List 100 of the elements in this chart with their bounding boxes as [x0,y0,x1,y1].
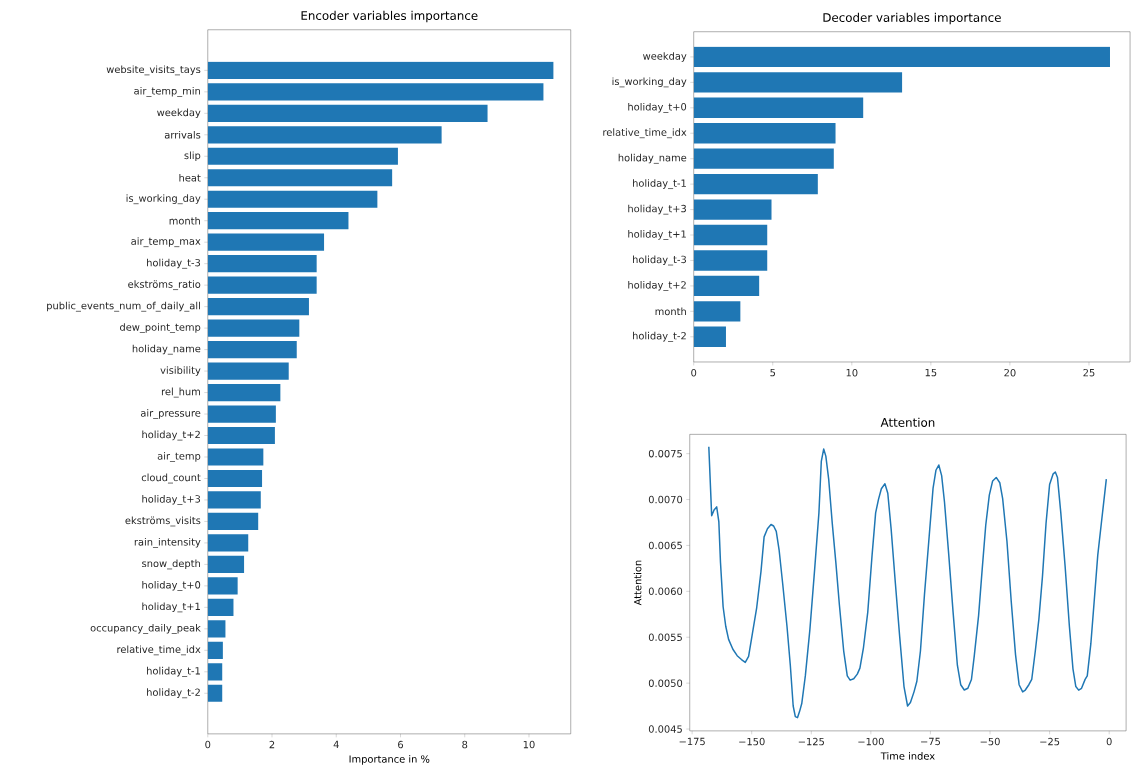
x-tick-label: 2 [269,741,275,749]
x-axis-title: Importance in % [349,755,430,765]
x-tick-label: −150 [739,738,765,746]
x-tick-label: 0 [1106,738,1112,746]
x-tick-label: 20 [1004,369,1016,377]
y-tick-label: air_pressure [140,409,201,420]
bar [207,61,554,80]
y-tick-label: holiday_t+3 [142,495,201,506]
y-tick-label: arrivals [164,131,201,139]
y-tick-label: air_temp_max [131,237,201,248]
bar [207,405,276,423]
y-tick-label: 0.0065 [648,541,682,550]
y-tick-label: is_working_day [612,77,687,88]
y-tick-label: weekday [643,52,687,62]
bar [207,298,309,316]
bar [207,448,264,466]
bar [693,326,726,348]
bar [207,534,249,552]
bar [207,169,393,187]
bar [693,123,836,144]
y-tick-label: holiday_t+2 [628,281,686,292]
bar [207,147,398,166]
x-tick-label: 4 [333,741,339,749]
y-tick-label: month [169,217,200,225]
x-tick-label: −75 [921,738,941,746]
y-tick-label: 0.0070 [648,496,683,504]
x-tick-label: 25 [1083,369,1095,377]
chart-title: Attention [880,417,935,428]
x-tick-label: 0 [205,741,211,749]
bar [207,83,544,101]
x-tick-label: 15 [925,369,937,377]
bar [207,126,442,144]
x-tick-label: −100 [858,738,884,746]
bar [207,663,223,681]
bar [207,598,234,617]
bar [693,199,772,220]
bar [207,427,275,445]
bar [693,225,768,246]
bar [207,319,300,337]
bar [207,362,289,380]
bar [207,276,317,294]
bar [693,46,1110,68]
x-tick-label: 0 [691,369,697,377]
bar [693,148,834,170]
y-tick-label: holiday_t+0 [628,103,687,113]
y-tick-label: is_working_day [126,194,201,205]
y-tick-label: holiday_name [618,153,687,164]
bar [693,97,864,119]
y-tick-label: holiday_t-2 [147,688,200,699]
y-tick-label: cloud_count [141,473,201,484]
y-tick-label: rain_intensity [134,538,201,549]
y-tick-label: snow_depth [142,559,200,570]
y-tick-label: holiday_name [132,344,201,355]
y-tick-label: visibility [160,366,201,377]
y-tick-label: 0.0055 [648,633,682,642]
bar [207,341,297,359]
x-axis-title: Time index [880,752,935,760]
y-tick-label: air_temp_min [134,87,200,97]
y-tick-label: holiday_t-1 [147,667,200,677]
bar [693,72,903,93]
bar [207,190,378,209]
chart-title: Encoder variables importance [301,11,478,23]
x-tick-label: −175 [679,738,705,746]
y-tick-label: relative_time_idx [603,128,687,139]
y-tick-label: holiday_t-3 [147,258,201,269]
y-tick-label: 0.0045 [648,725,682,734]
y-tick-label: holiday_t-3 [633,255,686,266]
bar [207,684,223,703]
x-tick-label: 10 [846,369,858,377]
y-tick-label: public_events_num_of_daily_all [47,301,200,312]
bar [207,470,263,488]
y-tick-label: slip [184,151,201,162]
chart-title: Decoder variables importance [823,13,1001,25]
bar [693,301,741,322]
x-tick-label: −25 [1040,738,1060,746]
y-tick-label: 0.0075 [648,450,682,458]
bar [207,233,325,251]
y-tick-label: holiday_t+3 [628,204,686,215]
bar [207,255,317,273]
y-tick-label: 0.0060 [648,587,683,596]
y-tick-label: holiday_t+2 [142,430,200,441]
y-tick-label: holiday_t-2 [633,332,686,342]
x-tick-label: 6 [398,741,404,749]
y-tick-label: heat [179,174,201,182]
x-tick-label: −50 [980,738,1000,746]
y-tick-label: weekday [157,108,201,119]
x-tick-label: 10 [523,741,535,749]
y-axis-title: Attention [633,560,642,606]
y-tick-label: relative_time_idx [117,645,201,656]
x-tick-label: 8 [462,741,468,749]
y-tick-label: holiday_t+1 [142,602,200,613]
x-tick-label: −125 [798,738,824,746]
y-tick-label: website_visits_tays [106,65,201,76]
y-tick-label: holiday_t+0 [142,581,201,591]
y-tick-label: ekströms_visits [125,516,201,527]
bar [207,620,226,638]
bar [693,275,760,297]
y-tick-label: holiday_t+1 [628,230,686,241]
bar [207,577,238,595]
bar [693,250,768,271]
